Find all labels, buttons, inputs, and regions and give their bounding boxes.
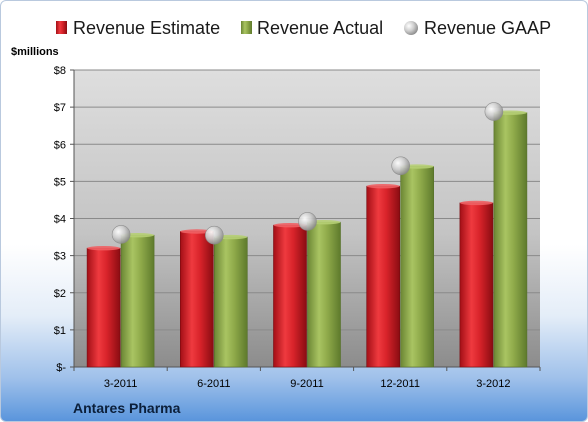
estimate-bar-top — [459, 200, 493, 206]
company-name: Antares Pharma — [73, 400, 181, 416]
legend-label-actual: Revenue Actual — [257, 18, 383, 38]
gaap-markers — [111, 102, 504, 245]
y-tick-label: $6 — [54, 139, 66, 151]
x-tick-label: 3-2011 — [104, 378, 137, 390]
estimate-bar — [366, 185, 401, 368]
actual-bar — [214, 236, 248, 368]
y-tick-label: $3 — [54, 251, 66, 263]
legend-label-gaap: Revenue GAAP — [424, 18, 551, 38]
x-tick-label: 12-2011 — [380, 378, 420, 390]
y-tick-label: $7 — [54, 102, 66, 114]
legend-swatch-estimate — [56, 21, 67, 34]
legend-label-estimate: Revenue Estimate — [73, 18, 220, 38]
x-axis-ticks: 3-2011 6-2011 9-2011 12-2011 3-2012 — [73, 367, 541, 390]
y-tick-label: $5 — [54, 176, 66, 188]
y-tick-label: $4 — [54, 214, 66, 226]
estimate-bar — [459, 202, 494, 368]
gaap-marker — [298, 212, 317, 231]
y-tick-label: $2 — [54, 288, 66, 300]
x-tick-label: 9-2011 — [290, 378, 323, 390]
bars — [86, 110, 528, 368]
y-tick-label: $- — [56, 362, 66, 374]
legend-swatch-gaap — [404, 21, 418, 35]
y-axis-unit-label: $millions — [11, 46, 59, 58]
gaap-marker — [205, 225, 224, 245]
gaap-marker — [484, 102, 504, 121]
actual-bar — [400, 166, 435, 368]
actual-bar — [493, 112, 528, 368]
estimate-bar — [86, 247, 121, 368]
actual-bar — [120, 234, 155, 368]
legend-swatch-actual — [241, 21, 252, 34]
y-tick-label: $8 — [54, 65, 66, 77]
estimate-bar — [180, 231, 214, 368]
estimate-bar-top — [180, 229, 214, 234]
gaap-marker — [111, 225, 131, 244]
estimate-bar-top — [87, 246, 121, 251]
gaap-marker — [391, 156, 411, 176]
legend: Revenue Estimate Revenue Actual Revenue … — [56, 18, 551, 38]
estimate-bar-top — [273, 222, 307, 228]
estimate-bar-top — [366, 184, 400, 189]
y-tick-label: $1 — [54, 325, 66, 337]
estimate-bar — [273, 224, 307, 368]
x-tick-label: 3-2012 — [476, 378, 510, 390]
actual-bar — [307, 221, 341, 368]
x-tick-label: 6-2011 — [197, 378, 230, 390]
